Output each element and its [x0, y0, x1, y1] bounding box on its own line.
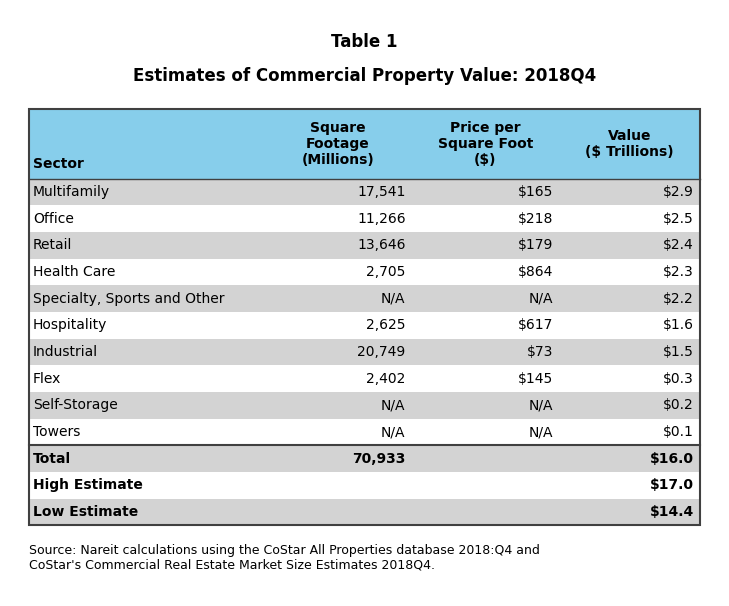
Text: N/A: N/A [529, 398, 553, 413]
Text: $0.1: $0.1 [663, 425, 694, 439]
Text: N/A: N/A [529, 291, 553, 306]
Text: 17,541: 17,541 [357, 185, 405, 199]
Text: 70,933: 70,933 [352, 451, 405, 466]
Text: Multifamily: Multifamily [33, 185, 110, 199]
Text: Low Estimate: Low Estimate [33, 505, 138, 519]
Bar [29, 285, 700, 312]
Text: $0.2: $0.2 [663, 398, 694, 413]
Text: $16.0: $16.0 [650, 451, 694, 466]
Text: N/A: N/A [381, 398, 405, 413]
Text: $1.6: $1.6 [663, 318, 694, 333]
Text: N/A: N/A [381, 425, 405, 439]
Bar [29, 445, 700, 472]
Text: Sector: Sector [33, 158, 84, 171]
Text: High Estimate: High Estimate [33, 478, 143, 493]
Text: Flex: Flex [33, 371, 61, 386]
Text: Hospitality: Hospitality [33, 318, 107, 333]
Text: Specialty, Sports and Other: Specialty, Sports and Other [33, 291, 225, 306]
Text: 2,625: 2,625 [366, 318, 405, 333]
Bar [29, 232, 700, 259]
Bar [29, 109, 700, 525]
Bar [29, 179, 700, 205]
Text: Towers: Towers [33, 425, 80, 439]
Text: Source: Nareit calculations using the CoStar All Properties database 2018:Q4 and: Source: Nareit calculations using the Co… [29, 544, 540, 571]
Text: Estimates of Commercial Property Value: 2018Q4: Estimates of Commercial Property Value: … [133, 67, 596, 85]
Text: $2.3: $2.3 [663, 265, 694, 279]
Text: $617: $617 [518, 318, 553, 333]
Bar [29, 472, 700, 499]
Text: Industrial: Industrial [33, 345, 98, 359]
Text: $1.5: $1.5 [663, 345, 694, 359]
Text: $179: $179 [518, 238, 553, 253]
Bar [29, 109, 700, 179]
Bar [29, 259, 700, 285]
Text: Price per
Square Foot
($): Price per Square Foot ($) [437, 121, 533, 167]
Text: 11,266: 11,266 [357, 211, 405, 226]
Text: $2.5: $2.5 [663, 211, 694, 226]
Text: Retail: Retail [33, 238, 72, 253]
Text: $17.0: $17.0 [650, 478, 694, 493]
Text: N/A: N/A [529, 425, 553, 439]
Bar [29, 205, 700, 232]
Text: $2.4: $2.4 [663, 238, 694, 253]
Text: $2.9: $2.9 [663, 185, 694, 199]
Bar [29, 392, 700, 419]
Bar [29, 499, 700, 525]
Text: 13,646: 13,646 [357, 238, 405, 253]
Text: $218: $218 [518, 211, 553, 226]
Bar [29, 339, 700, 365]
Text: Square
Footage
(Millions): Square Footage (Millions) [301, 121, 374, 167]
Text: 2,402: 2,402 [366, 371, 405, 386]
Text: $864: $864 [518, 265, 553, 279]
Text: Self-Storage: Self-Storage [33, 398, 117, 413]
Text: Health Care: Health Care [33, 265, 115, 279]
Bar [29, 312, 700, 339]
Text: Value
($ Trillions): Value ($ Trillions) [585, 129, 674, 159]
Text: $145: $145 [518, 371, 553, 386]
Text: $0.3: $0.3 [663, 371, 694, 386]
Bar [29, 365, 700, 392]
Text: $2.2: $2.2 [663, 291, 694, 306]
Bar [29, 419, 700, 445]
Text: Total: Total [33, 451, 71, 466]
Text: 20,749: 20,749 [357, 345, 405, 359]
Text: Office: Office [33, 211, 74, 226]
Text: Table 1: Table 1 [331, 33, 398, 52]
Text: N/A: N/A [381, 291, 405, 306]
Text: $73: $73 [527, 345, 553, 359]
Text: $165: $165 [518, 185, 553, 199]
Text: $14.4: $14.4 [650, 505, 694, 519]
Text: 2,705: 2,705 [366, 265, 405, 279]
